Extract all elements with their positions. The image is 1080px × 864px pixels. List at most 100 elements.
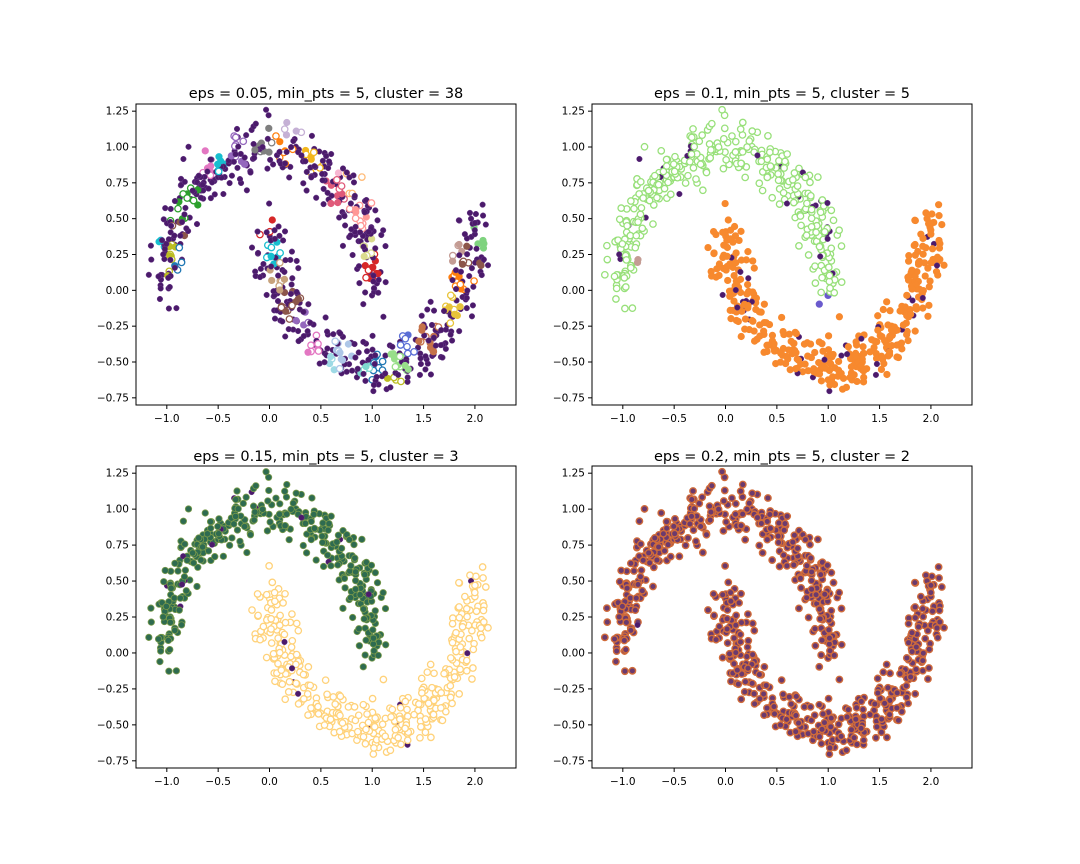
- cluster-point: [770, 702, 778, 711]
- cluster-point: [723, 639, 732, 647]
- cluster-point: [748, 679, 757, 688]
- cluster-point: [622, 256, 631, 264]
- cluster-point: [815, 300, 823, 308]
- cluster-point: [321, 676, 330, 685]
- cluster-point: [669, 522, 678, 531]
- cluster-point: [659, 529, 668, 538]
- x-tick-label: −0.5: [205, 413, 231, 425]
- cluster-point: [935, 244, 944, 252]
- noise-point: [422, 353, 429, 360]
- y-tick-label: 1.00: [562, 504, 585, 516]
- cluster-point: [850, 371, 858, 379]
- x-tick-label: 0.0: [261, 413, 278, 425]
- cluster-point: [807, 205, 816, 214]
- y-tick-label: 0.50: [562, 213, 585, 225]
- cluster-point: [630, 567, 638, 575]
- cluster-point: [844, 705, 853, 714]
- noise-point: [167, 256, 174, 263]
- cluster-point: [231, 133, 240, 142]
- noise-point: [177, 232, 184, 239]
- cluster-point: [795, 242, 803, 250]
- noise-point: [325, 164, 332, 172]
- cluster-point: [906, 673, 915, 681]
- cluster-point: [802, 231, 811, 240]
- noise-point: [480, 256, 487, 263]
- cluster-point: [395, 352, 404, 361]
- cluster-point: [811, 624, 819, 633]
- cluster-point: [790, 169, 799, 177]
- cluster-point: [456, 280, 465, 289]
- cluster-point: [266, 518, 274, 526]
- cluster-point: [736, 125, 745, 134]
- cluster-point: [159, 613, 167, 621]
- cluster-point: [826, 722, 835, 731]
- cluster-point: [228, 534, 236, 542]
- cluster-point: [750, 689, 759, 698]
- x-tick-label: −0.5: [661, 776, 687, 788]
- cluster-point: [448, 699, 456, 708]
- cluster-point: [620, 274, 629, 282]
- cluster-point: [161, 566, 169, 575]
- cluster-point: [195, 534, 203, 542]
- cluster-point: [427, 733, 435, 742]
- cluster-point: [617, 204, 626, 212]
- noise-point: [719, 291, 726, 298]
- cluster-point: [927, 226, 935, 234]
- cluster-point: [252, 482, 260, 490]
- noise-point: [355, 349, 362, 356]
- cluster-point: [250, 516, 258, 524]
- cluster-point: [623, 221, 631, 230]
- cluster-point: [879, 668, 888, 677]
- noise-point: [168, 222, 175, 229]
- x-tick-label: 1.5: [415, 776, 432, 788]
- noise-point: [205, 185, 212, 192]
- noise-point: [754, 152, 761, 159]
- cluster-point: [696, 522, 705, 531]
- cluster-point: [281, 487, 289, 495]
- y-tick-label: −0.50: [97, 719, 129, 731]
- cluster-point: [449, 257, 457, 265]
- cluster-point: [748, 489, 757, 498]
- cluster-point: [759, 690, 768, 698]
- cluster-point: [779, 690, 787, 699]
- noise-point: [360, 301, 367, 308]
- y-tick-label: 1.25: [106, 106, 129, 118]
- cluster-point: [927, 219, 935, 227]
- noise-point: [471, 219, 479, 227]
- cluster-point: [687, 495, 696, 504]
- cluster-point: [750, 626, 759, 635]
- cluster-point: [337, 182, 346, 190]
- noise-point: [276, 232, 283, 239]
- cluster-point: [274, 634, 282, 643]
- noise-point: [375, 289, 382, 296]
- noise-point: [464, 287, 471, 294]
- cluster-point: [908, 647, 916, 656]
- cluster-point: [246, 531, 255, 539]
- noise-point: [295, 327, 302, 335]
- cluster-point: [744, 610, 752, 619]
- noise-point: [199, 181, 206, 188]
- x-tick-label: 1.0: [364, 413, 381, 425]
- y-tick-label: −0.25: [97, 321, 129, 333]
- cluster-point: [362, 636, 370, 644]
- noise-point: [461, 231, 468, 238]
- noise-point: [363, 348, 371, 355]
- noise-point: [737, 268, 744, 275]
- cluster-point: [429, 710, 438, 719]
- cluster-point: [702, 168, 711, 177]
- cluster-point: [830, 288, 839, 297]
- cluster-point: [789, 198, 798, 207]
- cluster-point: [792, 365, 800, 373]
- cluster-point: [461, 592, 469, 601]
- cluster-point: [347, 562, 355, 570]
- cluster-point: [908, 628, 916, 637]
- x-tick-label: 0.5: [769, 776, 786, 788]
- cluster-point: [353, 727, 362, 736]
- cluster-point: [639, 194, 648, 202]
- noise-point: [464, 650, 471, 657]
- cluster-point: [356, 591, 364, 599]
- cluster-point: [622, 618, 631, 627]
- subplot-title: eps = 0.15, min_pts = 5, cluster = 3: [193, 449, 458, 465]
- cluster-point: [802, 593, 811, 602]
- x-tick-label: 2.0: [923, 413, 940, 425]
